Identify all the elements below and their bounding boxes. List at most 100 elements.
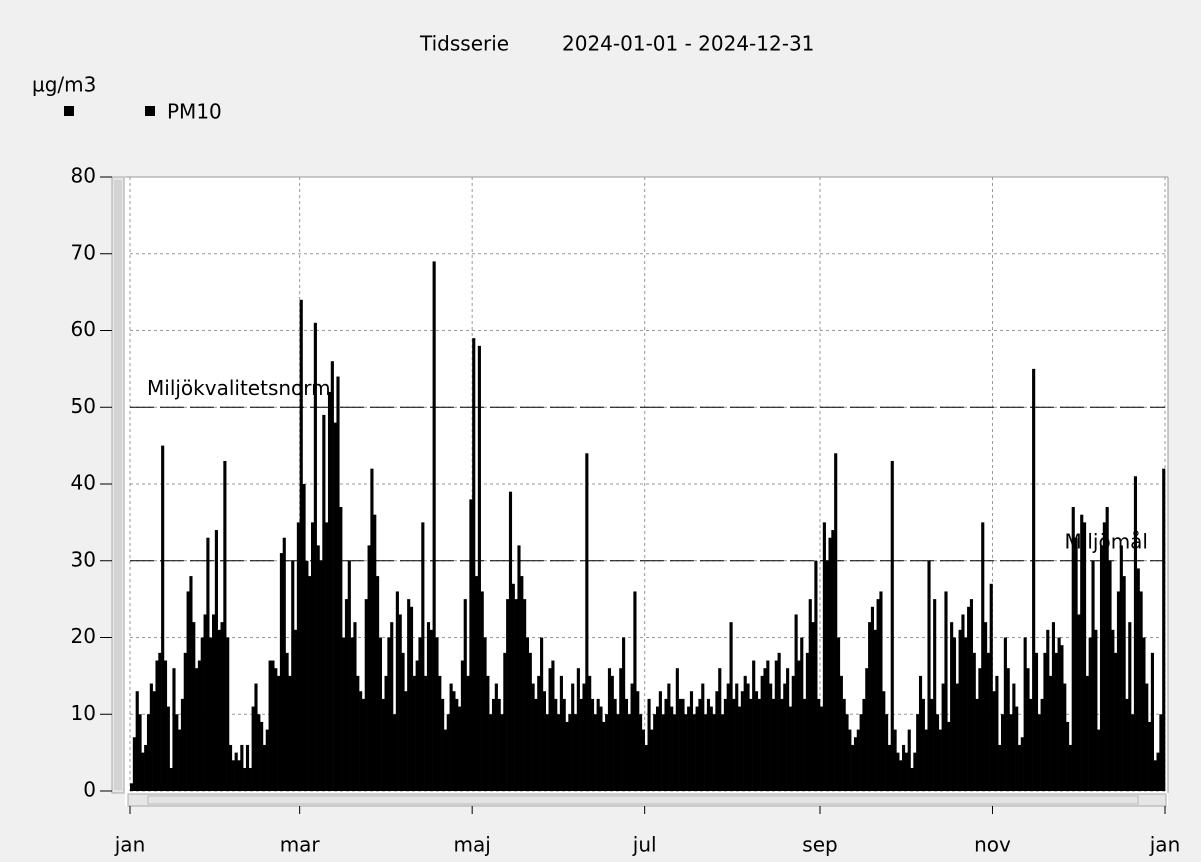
bar <box>952 637 957 791</box>
bar <box>791 675 795 791</box>
bar <box>602 721 606 791</box>
bar <box>958 629 962 791</box>
bar <box>1009 714 1013 791</box>
bar <box>726 683 730 791</box>
bar <box>644 744 648 791</box>
bar <box>274 668 278 791</box>
bar <box>477 345 481 791</box>
bar <box>859 714 863 791</box>
bar <box>605 714 609 791</box>
reference-label: Miljökvalitetsnorm <box>147 376 331 400</box>
bar <box>296 522 300 791</box>
bar <box>212 614 216 791</box>
bar <box>469 499 473 791</box>
bar <box>800 637 804 791</box>
y-tick-label: 30 <box>71 547 96 571</box>
bar <box>1122 576 1126 791</box>
bar <box>978 668 982 791</box>
y-tick-label: 80 <box>71 164 96 188</box>
bar <box>1034 652 1039 791</box>
bar <box>291 560 295 791</box>
bar <box>661 714 665 791</box>
bar <box>1037 714 1041 791</box>
bar <box>873 629 877 791</box>
bar <box>1057 637 1061 791</box>
bar <box>964 637 968 791</box>
bar <box>472 338 476 791</box>
bar <box>593 714 597 791</box>
bar <box>655 706 660 791</box>
bar <box>766 660 770 791</box>
bar <box>228 744 233 791</box>
bar <box>684 714 688 791</box>
bar <box>868 622 872 791</box>
h-scroll-thumb[interactable] <box>147 795 1139 805</box>
bar <box>138 714 142 791</box>
bar <box>647 698 651 791</box>
bar <box>248 767 252 791</box>
bar <box>460 660 464 791</box>
bar <box>361 698 366 791</box>
y-tick-label: 50 <box>71 394 96 418</box>
bar <box>506 599 510 791</box>
bar <box>189 576 193 791</box>
bar <box>670 706 674 791</box>
y-axis-label: µg/m3 <box>32 73 96 97</box>
bar <box>1116 591 1121 791</box>
bar <box>712 714 716 791</box>
bar <box>899 760 903 791</box>
bar <box>1017 744 1022 791</box>
x-tick-label: jan <box>114 833 146 857</box>
bar <box>200 637 204 791</box>
bar <box>935 714 940 791</box>
bar <box>525 637 530 791</box>
bar <box>865 668 869 791</box>
v-scroll-thumb[interactable] <box>114 180 122 790</box>
bar <box>788 706 793 791</box>
bar <box>404 691 408 791</box>
bar <box>579 698 583 791</box>
bar <box>613 698 617 791</box>
bar <box>995 675 999 791</box>
bar <box>1000 714 1005 791</box>
bar <box>141 752 145 791</box>
bar <box>1131 714 1135 791</box>
bar <box>975 698 979 791</box>
bar <box>808 599 812 791</box>
bar <box>986 652 990 791</box>
bar <box>294 629 298 791</box>
bar <box>528 652 532 791</box>
bar <box>1159 714 1163 791</box>
bar <box>658 691 662 791</box>
bar <box>395 591 399 791</box>
bar <box>336 376 340 791</box>
bar <box>721 714 725 791</box>
bar <box>523 599 527 791</box>
bar <box>308 576 312 791</box>
bar <box>277 675 281 791</box>
bar <box>695 706 699 791</box>
bar <box>483 637 487 791</box>
bar <box>820 706 824 791</box>
bar <box>752 660 756 791</box>
bar <box>916 714 920 791</box>
bar <box>610 675 614 791</box>
bar <box>1114 652 1118 791</box>
chart-title: Tidsserie <box>419 32 509 56</box>
bar <box>950 622 954 791</box>
bar <box>667 683 671 791</box>
bar <box>842 698 846 791</box>
bar <box>426 622 431 791</box>
bar <box>992 691 996 791</box>
bar <box>890 460 894 791</box>
bar <box>540 637 544 791</box>
bar <box>548 668 552 791</box>
bar <box>180 698 185 791</box>
bar <box>149 683 153 791</box>
legend-marker <box>145 106 155 116</box>
bar <box>401 652 405 791</box>
bar <box>774 660 778 791</box>
bar <box>163 660 168 791</box>
bar <box>158 652 162 791</box>
bar <box>226 637 230 791</box>
